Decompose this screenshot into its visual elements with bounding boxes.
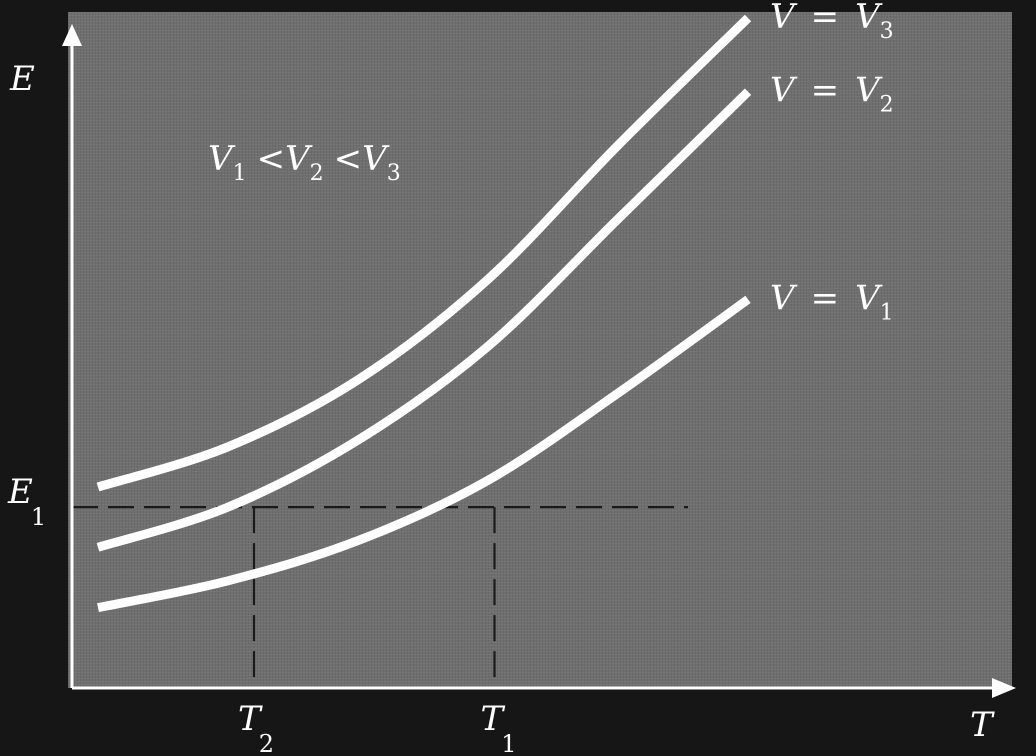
x-axis-label: T [970, 705, 995, 745]
condition-annotation: V1 <V2 <V3 [208, 139, 401, 186]
x-axis-arrow-icon [992, 678, 1016, 698]
curve-v2 [96, 88, 752, 552]
series-label-v3: V = V3 [770, 0, 894, 44]
y-axis-arrow-icon [62, 24, 82, 46]
curve-v1 [97, 295, 751, 613]
series-label-v2: V = V2 [770, 71, 894, 118]
y-axis-label: E [9, 59, 35, 99]
curve-v3 [96, 14, 752, 492]
series-label-v1: V = V1 [770, 278, 894, 325]
plot-area [68, 12, 1012, 688]
